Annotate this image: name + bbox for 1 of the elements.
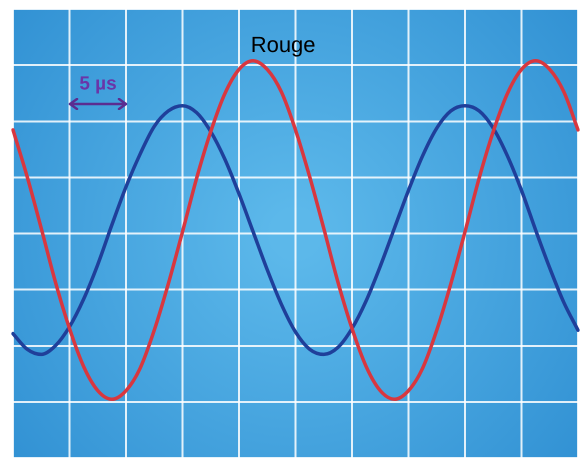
- annotation: 5 µs: [79, 74, 117, 95]
